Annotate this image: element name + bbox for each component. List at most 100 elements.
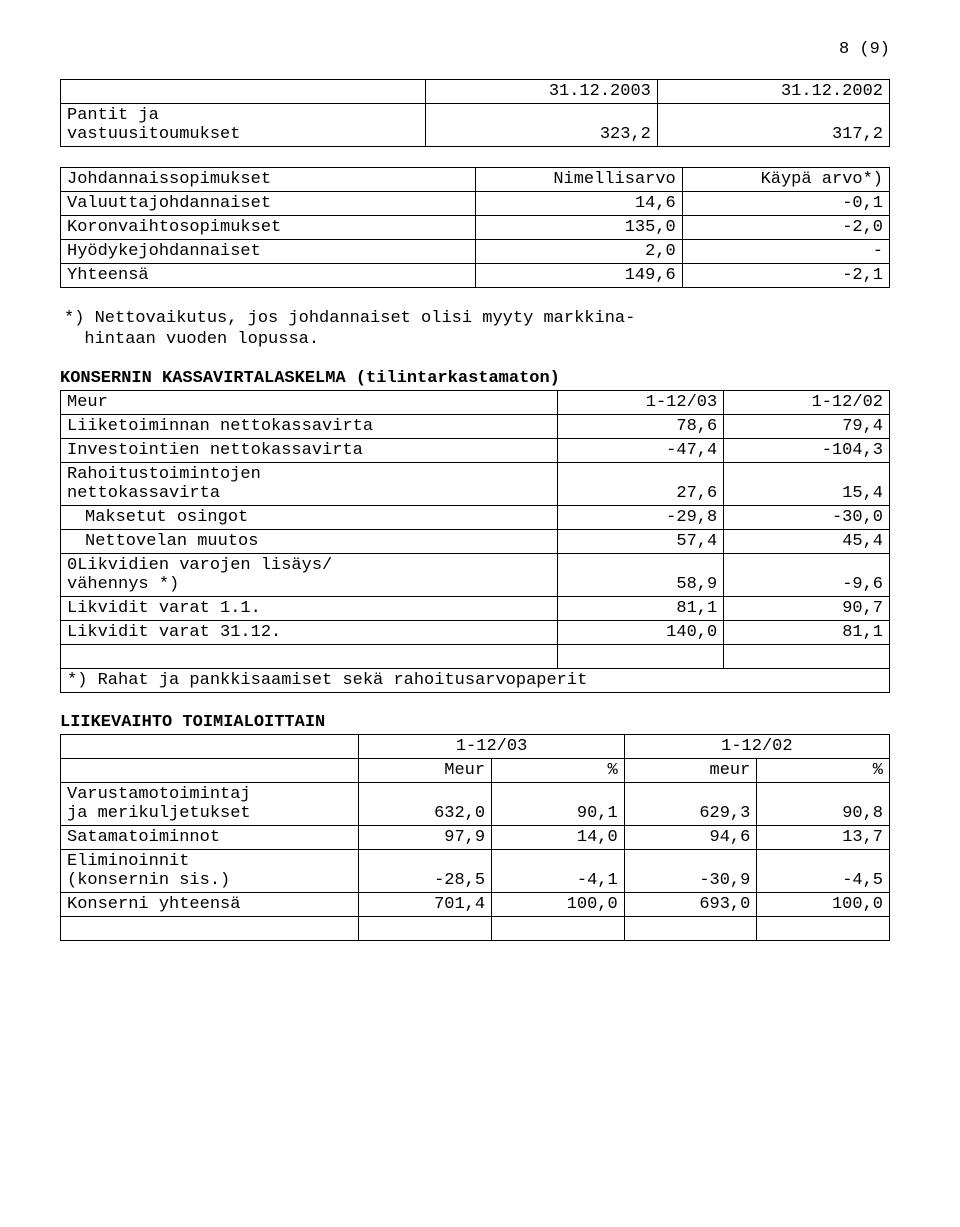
value: 45,4 <box>724 529 890 553</box>
row-label: Konserni yhteensä <box>61 892 359 916</box>
blank-cell <box>61 80 426 104</box>
label-line: vastuusitoumukset <box>67 125 240 144</box>
section-title: LIIKEVAIHTO TOIMIALOITTAIN <box>60 713 890 732</box>
value: 701,4 <box>359 892 492 916</box>
value: 14,6 <box>475 192 682 216</box>
label-line: Eliminoinnit <box>67 852 189 871</box>
col-header: % <box>757 758 890 782</box>
value: 97,9 <box>359 825 492 849</box>
value: 81,1 <box>558 596 724 620</box>
cashflow-table: Meur 1-12/03 1-12/02 Liiketoiminnan nett… <box>60 390 890 693</box>
row-label: Rahoitustoimintojen nettokassavirta <box>61 462 558 505</box>
footnote-line: *) Nettovaikutus, jos johdannaiset olisi… <box>64 309 635 328</box>
revenue-table: 1-12/03 1-12/02 Meur % meur % Varustamot… <box>60 734 890 941</box>
blank-cell <box>61 758 359 782</box>
footnote-row: *) Rahat ja pankkisaamiset sekä rahoitus… <box>61 668 890 692</box>
value: -9,6 <box>724 553 890 596</box>
row-label: Nettovelan muutos <box>61 529 558 553</box>
value: 79,4 <box>724 414 890 438</box>
value: -47,4 <box>558 438 724 462</box>
value: 149,6 <box>475 264 682 288</box>
value: -29,8 <box>558 505 724 529</box>
blank-cell <box>624 916 757 940</box>
value: 317,2 <box>657 104 889 147</box>
label-line: (konsernin sis.) <box>67 871 230 890</box>
value: 2,0 <box>475 240 682 264</box>
row-label: Likvidit varat 1.1. <box>61 596 558 620</box>
label-line: Varustamotoimintaj <box>67 785 251 804</box>
value: 94,6 <box>624 825 757 849</box>
value: 15,4 <box>724 462 890 505</box>
blank-cell <box>359 916 492 940</box>
row-label: 0Likvidien varojen lisäys/ vähennys *) <box>61 553 558 596</box>
value: -2,0 <box>682 216 889 240</box>
row-label: Liiketoiminnan nettokassavirta <box>61 414 558 438</box>
value: 14,0 <box>492 825 625 849</box>
value: -2,1 <box>682 264 889 288</box>
col-header: meur <box>624 758 757 782</box>
col-header: % <box>492 758 625 782</box>
value: -30,0 <box>724 505 890 529</box>
blank-cell <box>61 644 558 668</box>
value: 78,6 <box>558 414 724 438</box>
label-line: Pantit ja <box>67 106 159 125</box>
col-header: Meur <box>359 758 492 782</box>
col-header: 31.12.2003 <box>425 80 657 104</box>
label-line: Rahoitustoimintojen <box>67 465 261 484</box>
section-title: KONSERNIN KASSAVIRTALASKELMA (tilintarka… <box>60 369 890 388</box>
footnote-line: hintaan vuoden lopussa. <box>84 330 319 349</box>
blank-cell <box>61 916 359 940</box>
value: -4,5 <box>757 849 890 892</box>
blank-cell <box>724 644 890 668</box>
label-line: 0Likvidien varojen lisäys/ <box>67 556 332 575</box>
value: 90,7 <box>724 596 890 620</box>
row-label: Eliminoinnit (konsernin sis.) <box>61 849 359 892</box>
col-header: 1-12/03 <box>558 390 724 414</box>
value: - <box>682 240 889 264</box>
value: 57,4 <box>558 529 724 553</box>
derivatives-table: Johdannaissopimukset Nimellisarvo Käypä … <box>60 167 890 288</box>
value: -28,5 <box>359 849 492 892</box>
blank-cell <box>492 916 625 940</box>
row-label: Satamatoiminnot <box>61 825 359 849</box>
row-label: Valuuttajohdannaiset <box>61 192 476 216</box>
col-header: Käypä arvo*) <box>682 168 889 192</box>
value: -30,9 <box>624 849 757 892</box>
value: 27,6 <box>558 462 724 505</box>
value: 140,0 <box>558 620 724 644</box>
value: 90,8 <box>757 782 890 825</box>
row-label: Investointien nettokassavirta <box>61 438 558 462</box>
value: 629,3 <box>624 782 757 825</box>
value: 100,0 <box>757 892 890 916</box>
value: 632,0 <box>359 782 492 825</box>
blank-cell <box>558 644 724 668</box>
col-header: Meur <box>61 390 558 414</box>
col-header: Johdannaissopimukset <box>61 168 476 192</box>
row-label: Pantit ja vastuusitoumukset <box>61 104 426 147</box>
value: 323,2 <box>425 104 657 147</box>
value: 135,0 <box>475 216 682 240</box>
row-label: Yhteensä <box>61 264 476 288</box>
col-header: 1-12/02 <box>724 390 890 414</box>
label-line: nettokassavirta <box>67 484 220 503</box>
value: 693,0 <box>624 892 757 916</box>
label-line: vähennys *) <box>67 575 179 594</box>
pledges-table: 31.12.2003 31.12.2002 Pantit ja vastuusi… <box>60 79 890 147</box>
label-line: ja merikuljetukset <box>67 804 251 823</box>
col-header: 31.12.2002 <box>657 80 889 104</box>
value: -104,3 <box>724 438 890 462</box>
value: 81,1 <box>724 620 890 644</box>
footnote: *) Nettovaikutus, jos johdannaiset olisi… <box>64 308 890 351</box>
blank-cell <box>61 734 359 758</box>
value: 100,0 <box>492 892 625 916</box>
value: -4,1 <box>492 849 625 892</box>
blank-cell <box>757 916 890 940</box>
row-label: Hyödykejohdannaiset <box>61 240 476 264</box>
value: 90,1 <box>492 782 625 825</box>
col-header: 1-12/02 <box>624 734 889 758</box>
row-label: Likvidit varat 31.12. <box>61 620 558 644</box>
page-number: 8 (9) <box>60 40 890 59</box>
value: -0,1 <box>682 192 889 216</box>
value: 13,7 <box>757 825 890 849</box>
col-header: Nimellisarvo <box>475 168 682 192</box>
